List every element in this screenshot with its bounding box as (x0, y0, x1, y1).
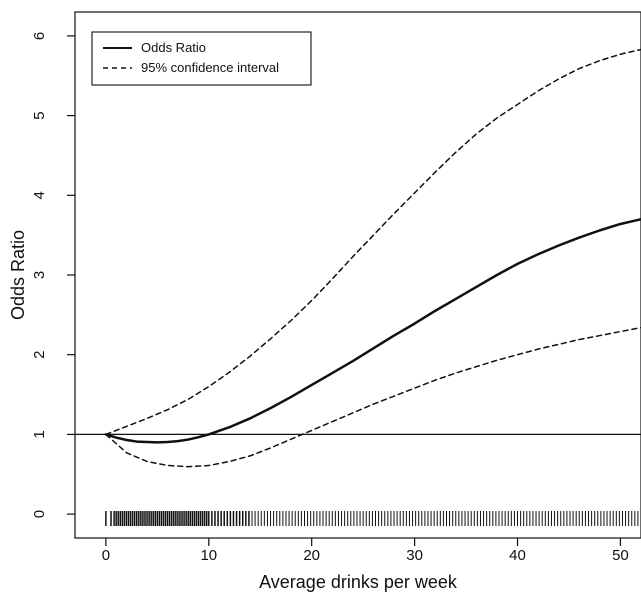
y-tick-label-4: 4 (31, 191, 48, 199)
legend-box (91, 31, 312, 86)
legend-label-0: Odds Ratio (141, 40, 206, 55)
y-tick-label-6: 6 (31, 32, 48, 40)
plot-frame (74, 11, 641, 539)
plot-area (74, 11, 641, 539)
y-tick-label-1: 1 (31, 430, 48, 438)
axes: 0 10 20 30 40 50 0 1 2 3 4 5 6 Average drinks per wee… (8, 32, 629, 592)
x-tick-label-40: 40 (509, 547, 526, 564)
y-tick-label-5: 5 (31, 111, 48, 119)
y-tick-label-0: 0 (31, 510, 48, 518)
legend: Odds Ratio 95% confidence interval (91, 31, 312, 86)
upper-confidence-line (105, 48, 641, 436)
x-axis-label: Average drinks per week (259, 572, 458, 592)
y-axis-label: Odds Ratio (8, 230, 28, 320)
lower-confidence-line (105, 326, 641, 468)
odds-ratio-line (104, 217, 641, 444)
y-tick-label-2: 2 (31, 351, 48, 359)
y-tick-label-3: 3 (31, 271, 48, 279)
x-tick-label-10: 10 (200, 547, 217, 564)
x-tick-label-20: 20 (303, 547, 320, 564)
x-tick-label-30: 30 (406, 547, 423, 564)
x-tick-label-0: 0 (102, 547, 110, 564)
x-tick-label-50: 50 (612, 547, 629, 564)
legend-label-1: 95% confidence interval (141, 60, 279, 75)
